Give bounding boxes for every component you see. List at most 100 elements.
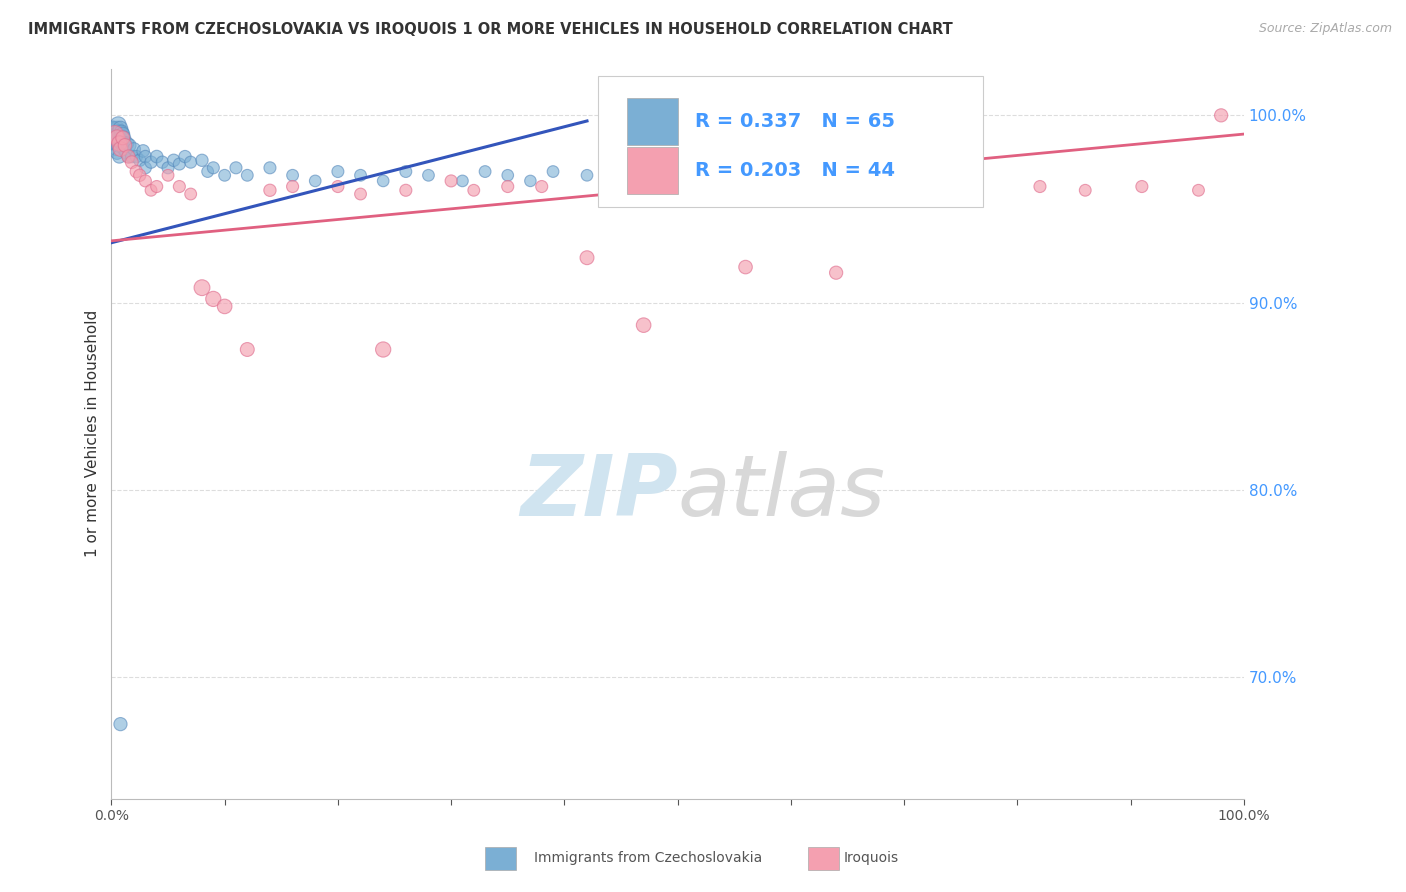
Text: Source: ZipAtlas.com: Source: ZipAtlas.com bbox=[1258, 22, 1392, 36]
Point bbox=[440, 174, 463, 188]
Point bbox=[463, 183, 485, 197]
Point bbox=[779, 179, 801, 194]
Point bbox=[236, 169, 259, 183]
Point bbox=[202, 161, 225, 175]
Point bbox=[541, 164, 564, 178]
Point bbox=[451, 174, 474, 188]
Point bbox=[689, 183, 711, 197]
Text: IMMIGRANTS FROM CZECHOSLOVAKIA VS IROQUOIS 1 OR MORE VEHICLES IN HOUSEHOLD CORRE: IMMIGRANTS FROM CZECHOSLOVAKIA VS IROQUO… bbox=[28, 22, 953, 37]
Point bbox=[104, 142, 127, 156]
Point bbox=[105, 145, 128, 160]
Point bbox=[125, 164, 148, 178]
Point bbox=[395, 164, 418, 178]
Point bbox=[107, 138, 129, 153]
Point bbox=[145, 150, 167, 164]
Point bbox=[373, 343, 395, 357]
Point bbox=[259, 183, 281, 197]
Point bbox=[163, 153, 186, 168]
Point bbox=[666, 179, 689, 194]
Point bbox=[111, 127, 134, 141]
Bar bbox=[627, 98, 678, 145]
Point bbox=[1187, 183, 1209, 197]
Point bbox=[121, 150, 143, 164]
Bar bbox=[627, 146, 678, 194]
Point bbox=[117, 150, 139, 164]
Y-axis label: 1 or more Vehicles in Household: 1 or more Vehicles in Household bbox=[86, 310, 100, 558]
Point bbox=[103, 131, 125, 145]
Point bbox=[145, 179, 167, 194]
Point bbox=[259, 161, 281, 175]
Point bbox=[825, 266, 848, 280]
Point bbox=[870, 183, 893, 197]
Text: Immigrants from Czechoslovakia: Immigrants from Czechoslovakia bbox=[534, 851, 762, 865]
Point bbox=[110, 133, 132, 147]
Text: ZIP: ZIP bbox=[520, 450, 678, 533]
Point bbox=[128, 153, 150, 168]
Point bbox=[180, 187, 202, 202]
Point bbox=[304, 174, 326, 188]
Point bbox=[132, 144, 155, 158]
Point bbox=[225, 161, 247, 175]
Point bbox=[373, 174, 395, 188]
Point bbox=[118, 138, 141, 153]
Point bbox=[496, 179, 519, 194]
Point bbox=[633, 318, 655, 333]
Point bbox=[110, 142, 132, 156]
Point bbox=[108, 125, 131, 139]
Point bbox=[134, 174, 156, 188]
Point bbox=[214, 169, 236, 183]
Point bbox=[349, 169, 371, 183]
Point bbox=[169, 157, 191, 171]
Point bbox=[110, 121, 132, 136]
Point bbox=[395, 183, 418, 197]
Point bbox=[104, 125, 127, 139]
Point bbox=[139, 183, 162, 197]
Point bbox=[576, 251, 599, 265]
Point bbox=[103, 121, 125, 136]
Point bbox=[111, 138, 134, 153]
Point bbox=[108, 136, 131, 151]
Point bbox=[174, 150, 197, 164]
Point bbox=[530, 179, 553, 194]
Point bbox=[576, 169, 599, 183]
Point bbox=[281, 179, 304, 194]
Point bbox=[157, 161, 180, 175]
Point bbox=[105, 131, 128, 145]
Point bbox=[101, 121, 124, 136]
Point bbox=[281, 169, 304, 183]
Point bbox=[110, 136, 132, 151]
Point bbox=[1130, 179, 1153, 194]
Point bbox=[115, 145, 138, 160]
Point bbox=[326, 179, 349, 194]
Point bbox=[107, 127, 129, 141]
Point bbox=[191, 153, 214, 168]
Point bbox=[112, 142, 135, 156]
Point bbox=[104, 136, 127, 151]
Point bbox=[114, 136, 136, 151]
Point bbox=[128, 169, 150, 183]
Point bbox=[134, 161, 156, 175]
Point bbox=[519, 174, 541, 188]
Point bbox=[110, 717, 132, 731]
Point bbox=[1074, 183, 1097, 197]
Point bbox=[734, 260, 756, 274]
Point bbox=[1029, 179, 1052, 194]
Point bbox=[949, 179, 972, 194]
Point bbox=[236, 343, 259, 357]
Point bbox=[105, 121, 128, 136]
Point bbox=[180, 155, 202, 169]
Point bbox=[474, 164, 496, 178]
Point bbox=[134, 150, 156, 164]
FancyBboxPatch shape bbox=[599, 76, 983, 207]
Point bbox=[117, 150, 139, 164]
Point bbox=[121, 155, 143, 169]
Point bbox=[117, 136, 139, 151]
Text: R = 0.337   N = 65: R = 0.337 N = 65 bbox=[695, 112, 894, 131]
Point bbox=[139, 155, 162, 169]
Text: Iroquois: Iroquois bbox=[844, 851, 898, 865]
Point bbox=[349, 187, 371, 202]
Point bbox=[110, 125, 132, 139]
Point bbox=[108, 150, 131, 164]
Point bbox=[105, 133, 128, 147]
Point bbox=[157, 169, 180, 183]
